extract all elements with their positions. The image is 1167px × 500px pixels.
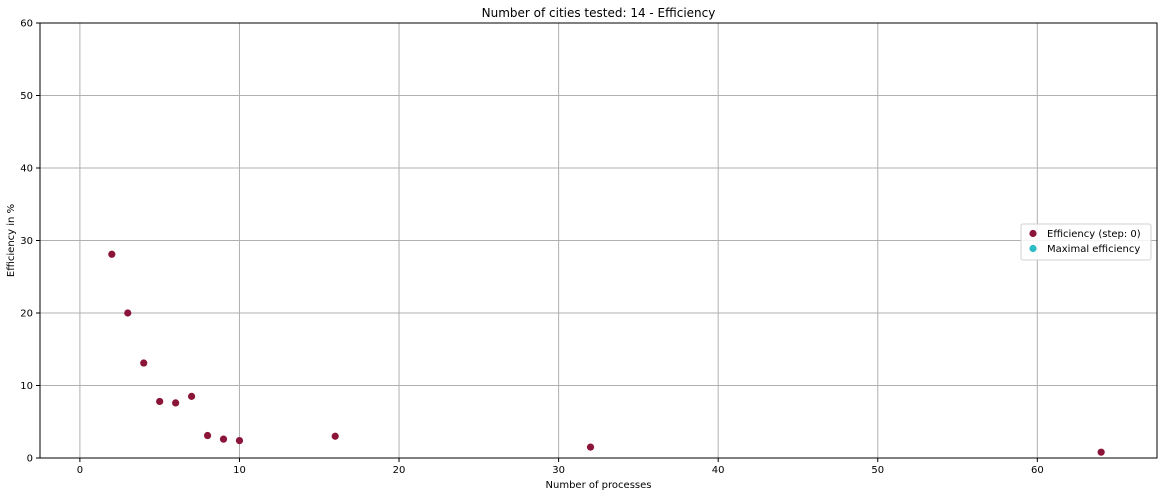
data-point [140, 359, 148, 367]
y-tick-label: 50 [20, 91, 33, 102]
y-tick-label: 20 [20, 309, 33, 320]
x-tick-label: 20 [393, 465, 406, 476]
x-tick-label: 40 [712, 465, 725, 476]
data-point [203, 431, 212, 440]
data-point [156, 397, 164, 406]
data-point [172, 399, 180, 407]
legend-marker [1029, 229, 1037, 238]
legend-marker [1029, 244, 1037, 253]
data-point [108, 250, 116, 258]
data-point [586, 443, 595, 451]
data-point [235, 437, 244, 445]
x-tick-label: 60 [1031, 465, 1044, 476]
legend: Efficiency (step: 0) Maximal efficiency [1020, 223, 1152, 261]
data-point [124, 309, 132, 317]
y-tick-label: 30 [20, 236, 33, 247]
y-tick-label: 10 [20, 381, 33, 392]
x-tick-label: 30 [552, 465, 565, 476]
y-tick-label: 60 [20, 19, 33, 30]
grid-layer [40, 22, 1157, 459]
data-point [1097, 448, 1105, 456]
ticks-layer: 0 10 20 30 40 50 60 0 10 20 30 40 50 60 [20, 19, 1043, 477]
y-axis-label: Efficiency in % [6, 204, 17, 277]
x-tick-label: 10 [233, 465, 246, 476]
x-tick-label: 50 [871, 465, 884, 476]
y-tick-label: 0 [27, 454, 33, 465]
legend-label: Efficiency (step: 0) [1047, 229, 1141, 240]
y-tick-label: 40 [20, 164, 33, 175]
legend-label: Maximal efficiency [1047, 244, 1140, 255]
legend-box [1020, 223, 1152, 261]
chart-title: Number of cities tested: 14 - Efficiency [482, 6, 716, 20]
data-point [187, 392, 196, 400]
x-axis-label: Number of processes [546, 480, 652, 491]
x-tick-label: 0 [77, 465, 83, 476]
data-point [219, 435, 228, 443]
data-point [331, 432, 339, 440]
marks-layer [108, 250, 1105, 456]
